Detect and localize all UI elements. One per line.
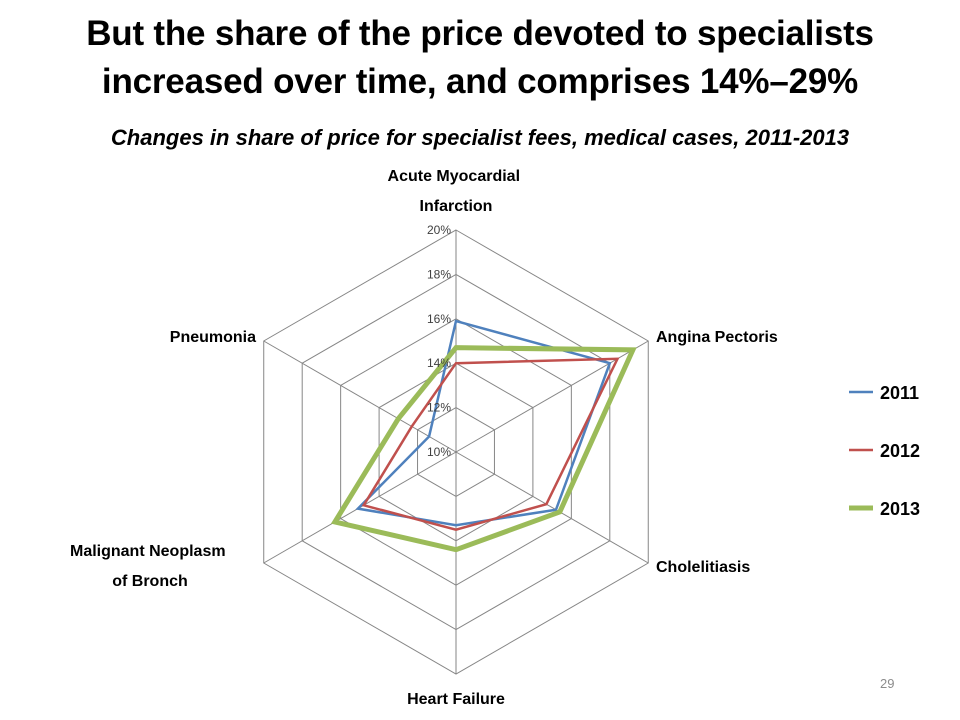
tick-label: 20%: [427, 223, 451, 237]
axis-label-ami-line-1: Acute Myocardial: [388, 168, 520, 185]
tick-label: 12%: [427, 401, 451, 415]
axis-label-heart-failure: Heart Failure: [407, 691, 505, 708]
slide-title: But the share of the price devoted to sp…: [0, 10, 960, 106]
chart-legend: 2011 2012 2013: [849, 383, 920, 519]
legend-label-2013: 2013: [880, 499, 920, 519]
page-number: 29: [880, 676, 895, 691]
tick-label: 14%: [427, 356, 451, 370]
radar-grid: [263, 229, 649, 675]
grid-spoke: [455, 451, 649, 564]
series-line-2013: [330, 345, 637, 553]
axis-label-ami-line-2: Infarction: [420, 198, 493, 215]
axis-label-pneumonia: Pneumonia: [170, 329, 256, 346]
axis-label-mnb-line-2: of Bronch: [112, 573, 188, 590]
series-line-2012: [361, 357, 620, 531]
axis-label-mnb-line-1: Malignant Neoplasm: [70, 543, 226, 560]
radar-ticks: 10% 12% 14% 16% 18% 20%: [427, 223, 451, 459]
chart-subtitle: Changes in share of price for specialist…: [110, 125, 850, 150]
axis-label-angina-pectoris: Angina Pectoris: [656, 329, 778, 346]
title-line-1: But the share of the price devoted to sp…: [86, 14, 874, 53]
radar-axis-labels: Acute Myocardial Infarction Angina Pecto…: [70, 168, 778, 708]
legend-label-2012: 2012: [880, 441, 920, 461]
axis-label-acute-myocardial-infarction: Acute Myocardial Infarction: [388, 168, 525, 215]
series-line-2011: [355, 319, 612, 527]
radar-series: [330, 319, 637, 553]
tick-label: 18%: [427, 267, 451, 281]
tick-label: 10%: [427, 445, 451, 459]
axis-label-cholelitiasis: Cholelitiasis: [656, 559, 750, 576]
legend-label-2011: 2011: [880, 383, 919, 403]
title-line-2: increased over time, and comprises 14%–2…: [101, 62, 859, 101]
tick-label: 16%: [427, 312, 451, 326]
grid-spoke: [263, 340, 457, 453]
axis-label-malignant-neoplasm: Malignant Neoplasm of Bronch: [70, 543, 230, 590]
